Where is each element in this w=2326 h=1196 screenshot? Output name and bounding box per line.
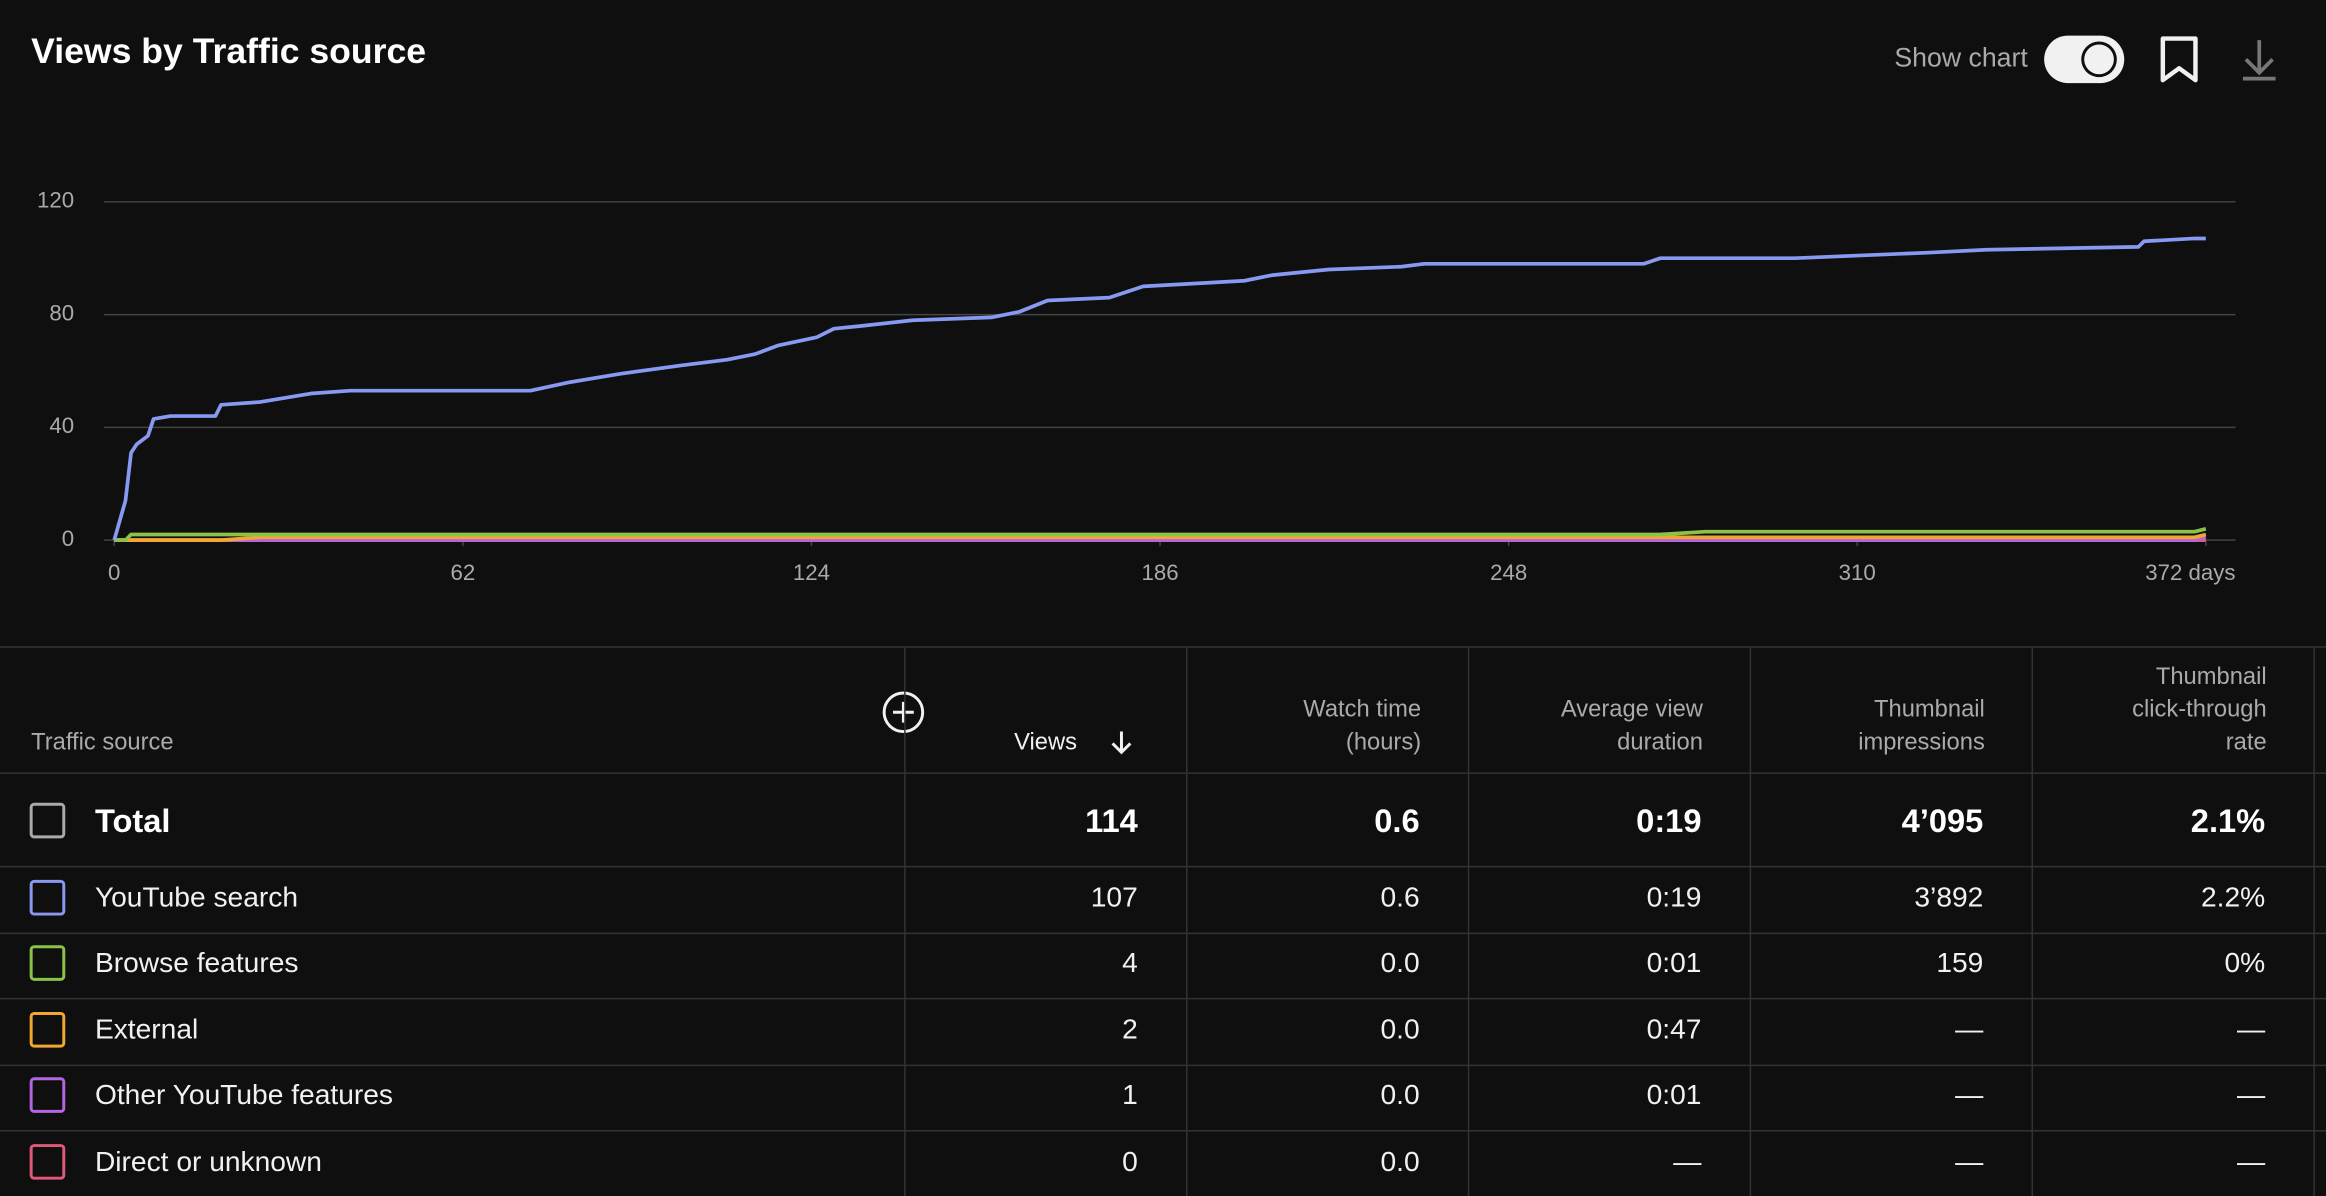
column-header: Thumbnail impressions <box>1858 697 1985 756</box>
series-line <box>114 532 2207 542</box>
cell: 0:47 <box>1647 1013 1702 1045</box>
cell: 0:19 <box>1647 881 1702 913</box>
cell: 2 <box>1122 1013 1138 1045</box>
x-tick-label: 248 <box>1490 560 1527 585</box>
row-label: Other YouTube features <box>95 1078 393 1110</box>
x-tick-label: 124 <box>793 560 830 585</box>
series-line <box>114 527 2207 542</box>
cell: 0 <box>1122 1145 1138 1177</box>
cell: 3’892 <box>1914 881 1983 913</box>
cell: — <box>1673 1145 1702 1177</box>
checkbox[interactable] <box>29 879 66 916</box>
column-header: Traffic source <box>31 730 174 756</box>
cell: — <box>2237 1145 2266 1177</box>
column-header-text[interactable]: Views <box>1014 730 1077 756</box>
checkbox[interactable] <box>29 945 66 981</box>
cell: — <box>2237 1013 2266 1045</box>
toggle-knob-inner[interactable] <box>2084 44 2114 75</box>
cell: 1 <box>1122 1078 1138 1110</box>
cell: 0:01 <box>1647 1078 1702 1110</box>
x-tick-label: 186 <box>1141 560 1178 585</box>
cell: 0% <box>2224 946 2265 978</box>
y-tick-label: 120 <box>37 188 74 213</box>
series-line <box>112 236 2206 541</box>
sort-arrow[interactable] <box>1111 731 1132 755</box>
row-label: YouTube search <box>95 881 298 913</box>
column-header-text: Thumbnail click-through rate <box>2132 664 2267 756</box>
cell: 107 <box>1091 881 1138 913</box>
cell: 0:19 <box>1636 802 1701 839</box>
cell: — <box>1955 1013 1984 1045</box>
x-tick-label: 0 <box>108 560 120 585</box>
checkbox[interactable] <box>29 1144 66 1180</box>
cell: 0.0 <box>1380 1013 1419 1045</box>
cell: 4 <box>1122 946 1138 978</box>
x-tick-label: 372 days <box>2145 560 2235 585</box>
cell: 0.0 <box>1380 1078 1419 1110</box>
chart-toggle[interactable] <box>2044 35 2125 84</box>
column-header: Average view duration <box>1560 697 1703 756</box>
column-header: Thumbnail click-through rate <box>2132 664 2267 756</box>
cell: — <box>2237 1078 2266 1110</box>
cell: 0:01 <box>1647 946 1702 978</box>
title: Views by Traffic source <box>31 31 426 71</box>
cell: — <box>1955 1145 1984 1177</box>
cell: 4’095 <box>1902 802 1984 839</box>
x-tick-label: 310 <box>1839 560 1876 585</box>
cell: 2.1% <box>2191 802 2265 839</box>
cell: — <box>1955 1078 1984 1110</box>
column-header-text: Average view duration <box>1560 697 1703 756</box>
toggle-label: Show chart <box>1894 42 2028 72</box>
chart: 0 40 80 120 0 62 124 186 248 310 372 days <box>37 188 2236 585</box>
cell: 159 <box>1936 946 1983 978</box>
column-header[interactable]: Views <box>911 653 1077 760</box>
cell: 2.2% <box>2201 881 2265 913</box>
add-column-plus[interactable] <box>893 701 914 723</box>
row-label: Total <box>95 802 171 839</box>
row-label: Browse features <box>95 946 299 978</box>
x-tick-label: 62 <box>450 560 475 585</box>
checkbox[interactable] <box>29 1077 66 1113</box>
cell: 0.6 <box>1374 802 1419 839</box>
y-tick-label: 40 <box>49 413 74 438</box>
checkbox[interactable] <box>29 802 66 839</box>
cell: 0.6 <box>1380 881 1419 913</box>
cell: 0.0 <box>1380 1145 1419 1177</box>
y-tick-label: 80 <box>49 300 74 325</box>
checkbox[interactable] <box>29 1012 66 1048</box>
bookmark-icon[interactable] <box>2160 36 2198 83</box>
cell: 0.0 <box>1380 946 1419 978</box>
row-label: External <box>95 1013 198 1045</box>
column-header-text: Thumbnail impressions <box>1858 697 1985 756</box>
column-header-text: Watch time (hours) <box>1303 697 1422 756</box>
table: Traffic source Views Watch time (hours) Ave… <box>0 646 2326 1196</box>
column-header-text: Traffic source <box>31 730 174 756</box>
download-icon[interactable] <box>2242 40 2276 81</box>
y-tick-label: 0 <box>62 526 74 551</box>
column-header: Watch time (hours) <box>1303 697 1422 756</box>
row-label: Direct or unknown <box>95 1145 322 1177</box>
cell: 114 <box>1085 802 1138 839</box>
